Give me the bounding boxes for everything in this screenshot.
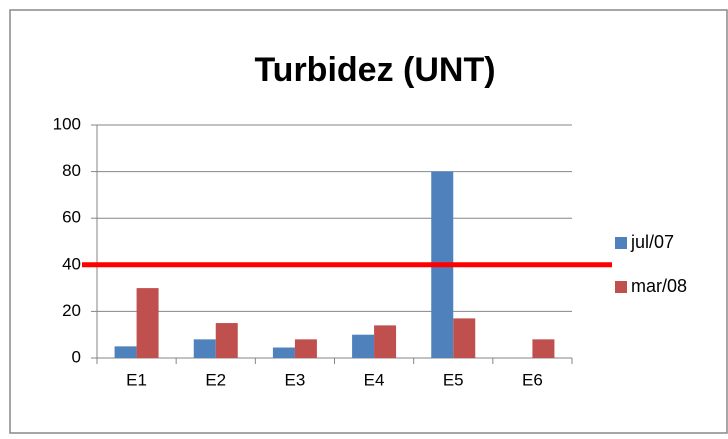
legend-swatch <box>615 237 627 249</box>
x-tick-label: E6 <box>522 370 543 389</box>
y-tick-label: 60 <box>62 208 81 227</box>
bar <box>453 318 476 358</box>
legend-label: jul/07 <box>630 232 674 252</box>
legend-swatch <box>615 281 627 293</box>
x-tick-label: E5 <box>443 370 464 389</box>
bar <box>193 339 216 358</box>
bar <box>114 346 137 358</box>
y-tick-label: 40 <box>62 254 81 273</box>
y-tick-label: 0 <box>72 347 81 366</box>
bar <box>294 339 317 358</box>
y-tick-label: 100 <box>53 114 81 133</box>
x-tick-label: E1 <box>126 370 147 389</box>
chart-frame <box>9 9 728 434</box>
y-tick-label: 80 <box>62 161 81 180</box>
chart-title: Turbidez (UNT) <box>254 51 495 89</box>
bar <box>215 323 238 358</box>
legend-label: mar/08 <box>631 276 687 296</box>
bar <box>532 339 555 358</box>
bar <box>272 347 295 358</box>
x-tick-label: E2 <box>205 370 226 389</box>
x-tick-label: E4 <box>364 370 385 389</box>
x-tick-label: E3 <box>285 370 306 389</box>
bar <box>374 325 397 358</box>
bar <box>352 334 375 358</box>
bar <box>136 288 159 358</box>
y-tick-label: 20 <box>62 301 81 320</box>
